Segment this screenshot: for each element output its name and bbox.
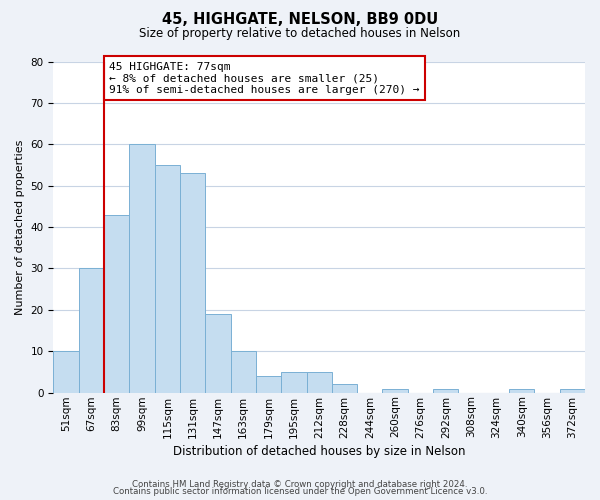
Bar <box>256 376 281 392</box>
Bar <box>53 352 79 393</box>
Bar <box>509 388 535 392</box>
Bar <box>79 268 104 392</box>
Bar <box>230 352 256 393</box>
Bar <box>180 174 205 392</box>
Bar <box>382 388 408 392</box>
X-axis label: Distribution of detached houses by size in Nelson: Distribution of detached houses by size … <box>173 444 466 458</box>
Bar <box>205 314 230 392</box>
Bar <box>104 214 130 392</box>
Bar <box>281 372 307 392</box>
Text: 45, HIGHGATE, NELSON, BB9 0DU: 45, HIGHGATE, NELSON, BB9 0DU <box>162 12 438 28</box>
Bar <box>560 388 585 392</box>
Text: Size of property relative to detached houses in Nelson: Size of property relative to detached ho… <box>139 28 461 40</box>
Text: Contains HM Land Registry data © Crown copyright and database right 2024.: Contains HM Land Registry data © Crown c… <box>132 480 468 489</box>
Bar <box>307 372 332 392</box>
Bar <box>332 384 357 392</box>
Text: Contains public sector information licensed under the Open Government Licence v3: Contains public sector information licen… <box>113 487 487 496</box>
Bar <box>433 388 458 392</box>
Bar <box>155 165 180 392</box>
Y-axis label: Number of detached properties: Number of detached properties <box>15 140 25 315</box>
Text: 45 HIGHGATE: 77sqm
← 8% of detached houses are smaller (25)
91% of semi-detached: 45 HIGHGATE: 77sqm ← 8% of detached hous… <box>109 62 419 94</box>
Bar <box>130 144 155 392</box>
